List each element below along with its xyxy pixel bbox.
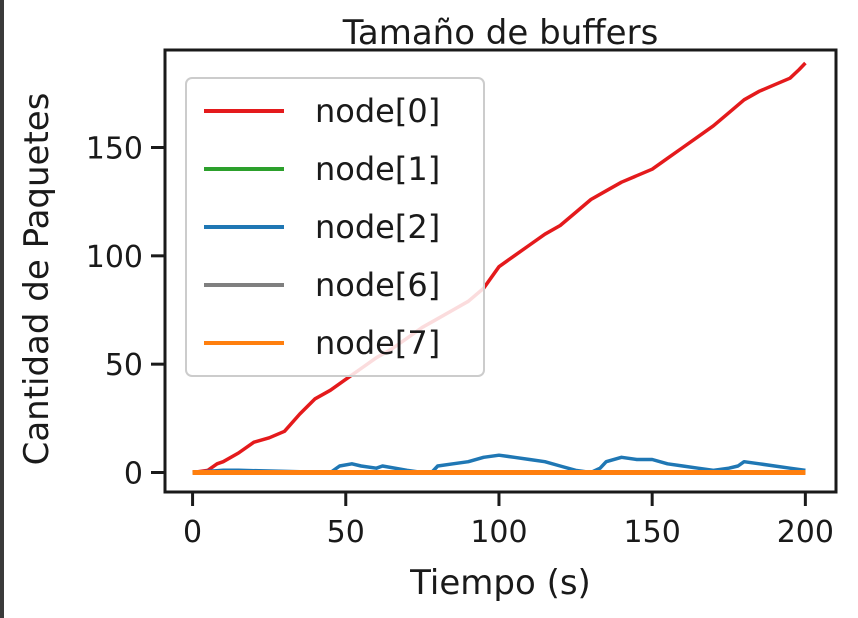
y-axis-title: Cantidad de Paquetes [17,93,57,466]
legend-box [185,77,485,377]
y-tick-label: 100 [86,240,143,275]
legend-label: node[0] [315,92,440,130]
x-tick-label: 150 [624,515,681,550]
x-tick-label: 0 [183,515,202,550]
x-axis-title: Tiempo (s) [409,563,591,603]
x-tick-label: 50 [327,515,365,550]
x-tick-label: 100 [470,515,527,550]
y-tick-label: 0 [124,457,143,492]
legend-label: node[6] [315,266,440,304]
x-tick-label: 200 [777,515,834,550]
legend-label: node[2] [315,208,440,246]
y-tick-label: 50 [105,348,143,383]
series-line-node0 [192,61,807,475]
legend-label: node[1] [315,150,440,188]
y-tick-label: 150 [86,132,143,167]
window-edge [0,0,4,618]
series-line-node2 [192,453,806,475]
legend-label: node[7] [315,324,440,362]
plot-frame [163,48,838,494]
chart-title: Tamaño de buffers [342,13,659,53]
